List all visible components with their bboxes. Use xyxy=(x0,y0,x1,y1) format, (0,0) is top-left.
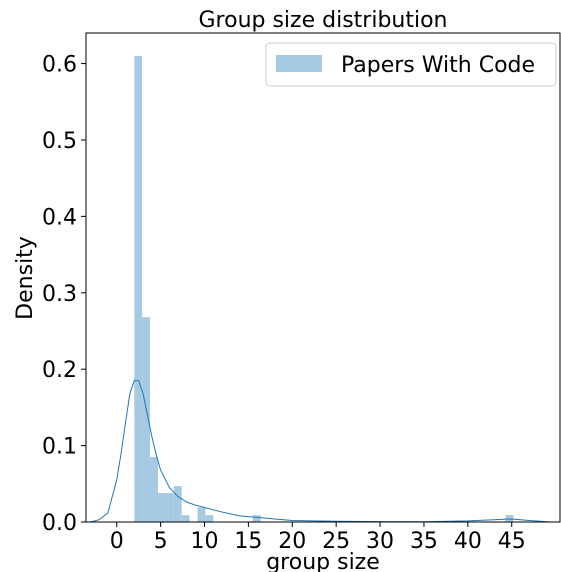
x-tick-label: 10 xyxy=(191,529,219,554)
histogram-bar xyxy=(142,317,151,522)
x-tick-label: 0 xyxy=(110,529,124,554)
x-axis-ticks: 0 5 10 15 20 25 30 35 40 45 xyxy=(110,522,526,554)
legend-swatch-papers-with-code xyxy=(276,55,322,72)
plot-frame xyxy=(85,32,561,523)
histogram-bar xyxy=(205,515,214,522)
legend-label-papers-with-code: Papers With Code xyxy=(341,53,535,78)
histogram-bar xyxy=(181,515,190,522)
histogram-bar xyxy=(252,515,261,522)
histogram-bar xyxy=(173,486,182,522)
x-axis-title: group size xyxy=(266,550,380,572)
y-tick-label: 0.3 xyxy=(42,282,77,307)
y-axis-title: Density xyxy=(13,236,38,320)
x-tick-label: 30 xyxy=(366,529,394,554)
x-tick-label: 35 xyxy=(410,529,438,554)
chart-title: Group size distribution xyxy=(199,8,448,33)
histogram-bar xyxy=(197,507,206,522)
histogram-bar xyxy=(150,457,158,522)
histogram-bar xyxy=(157,492,166,522)
y-tick-label: 0.0 xyxy=(42,511,77,536)
y-tick-label: 0.5 xyxy=(42,129,77,154)
y-axis-ticks: 0.0 0.1 0.2 0.3 0.4 0.5 0.6 xyxy=(42,53,86,536)
x-tick-label: 25 xyxy=(322,529,350,554)
y-tick-label: 0.4 xyxy=(42,205,77,230)
histogram-bar xyxy=(134,55,143,522)
histogram-bar xyxy=(165,492,174,522)
y-tick-label: 0.2 xyxy=(42,358,77,383)
legend-box xyxy=(265,42,557,87)
x-tick-label: 15 xyxy=(234,529,262,554)
legend: Papers With Code xyxy=(265,42,557,87)
y-tick-label: 0.1 xyxy=(42,435,77,460)
x-tick-label: 45 xyxy=(498,529,526,554)
histogram-bars xyxy=(134,55,514,522)
x-tick-label: 20 xyxy=(278,529,306,554)
x-tick-label: 40 xyxy=(454,529,482,554)
x-tick-label: 5 xyxy=(154,529,168,554)
y-tick-label: 0.6 xyxy=(42,53,77,78)
